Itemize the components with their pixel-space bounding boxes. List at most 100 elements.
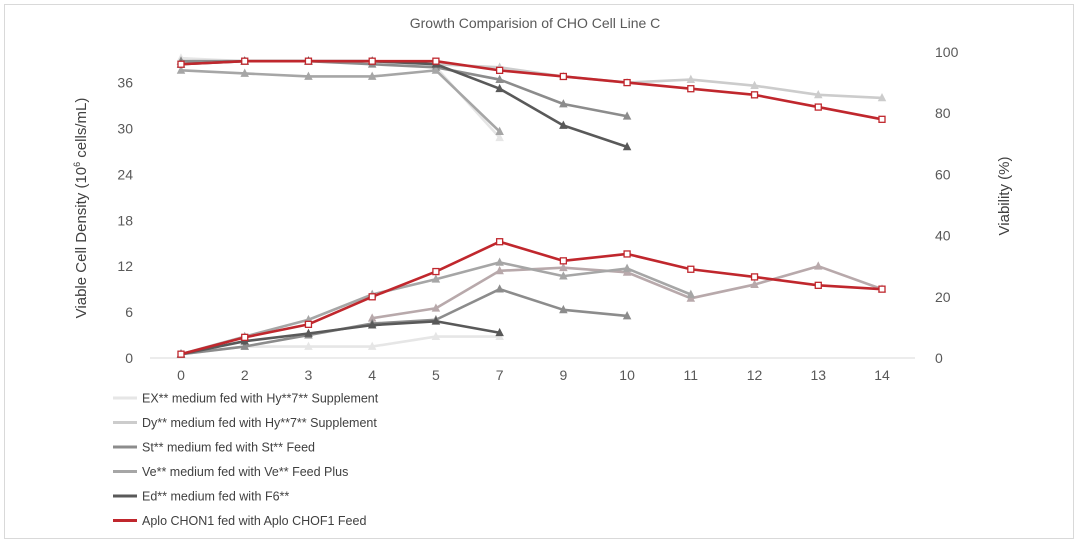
data-point — [367, 341, 377, 350]
x-tick-label: 0 — [177, 367, 185, 383]
x-tick-label: 12 — [747, 367, 763, 383]
series-vcd — [176, 284, 632, 358]
data-point — [814, 261, 823, 270]
data-point — [240, 341, 249, 350]
data-point — [431, 274, 441, 283]
data-point — [495, 132, 504, 142]
series-line — [180, 240, 883, 356]
y2-tick-label: 80 — [935, 105, 951, 121]
data-point — [368, 293, 376, 301]
y2-axis: 0 20 40 60 80 100 — [935, 44, 959, 366]
data-point — [559, 304, 568, 314]
series-line — [180, 69, 501, 133]
x-axis: 0 2 3 4 5 7 9 10 11 12 13 14 — [177, 367, 890, 383]
data-point — [559, 271, 568, 280]
series-line — [181, 59, 628, 118]
y-tick-label: 12 — [117, 258, 133, 274]
data-point — [559, 99, 568, 108]
data-point — [686, 289, 696, 298]
data-point — [622, 141, 632, 151]
data-point — [304, 57, 313, 65]
x-tick-label: 4 — [368, 367, 376, 383]
data-point — [878, 285, 886, 293]
data-point — [177, 60, 185, 68]
data-point — [304, 320, 313, 328]
data-point — [687, 265, 695, 273]
data-point — [495, 284, 504, 293]
data-point — [559, 72, 568, 81]
y-tick-label: 24 — [117, 166, 133, 182]
legend-item: Aplo CHON1 fed with Aplo CHOF1 Feed — [113, 514, 366, 528]
data-point — [686, 74, 696, 83]
data-point — [622, 311, 632, 320]
legend-item: Ve** medium fed with Ve** Feed Plus — [113, 465, 348, 479]
data-point — [431, 303, 441, 312]
series-layer — [176, 53, 887, 358]
y2-tick-label: 60 — [935, 166, 951, 182]
legend-item: EX** medium fed with Hy**7** Supplement — [113, 392, 379, 406]
data-point — [368, 57, 376, 65]
data-point — [177, 350, 185, 358]
x-tick-label: 10 — [619, 367, 635, 383]
y-tick-label: 6 — [125, 304, 133, 320]
data-point — [367, 71, 377, 80]
y2-tick-label: 40 — [935, 228, 951, 244]
series-viability — [177, 57, 886, 123]
data-point — [622, 111, 632, 120]
data-point — [750, 80, 759, 90]
data-point — [814, 89, 823, 99]
y-axis-label: Viable Cell Density (106 cells/mL) — [72, 98, 90, 319]
series-viability — [176, 56, 887, 102]
series-viability — [176, 53, 504, 142]
data-point — [241, 57, 249, 65]
data-point — [431, 316, 441, 325]
x-tick-label: 13 — [810, 367, 826, 383]
legend-item: Ed** medium fed with F6** — [113, 490, 289, 504]
data-point — [750, 273, 759, 281]
data-point — [877, 93, 887, 102]
series-vcd — [177, 238, 886, 358]
data-point — [240, 68, 249, 77]
x-tick-label: 9 — [559, 367, 567, 383]
legend-label: EX** medium fed with Hy**7** Supplement — [142, 392, 379, 406]
legend-item: St** medium fed with St** Feed — [113, 441, 315, 455]
series-line — [180, 59, 883, 121]
legend-label: Ed** medium fed with F6** — [142, 490, 289, 504]
series-viability — [176, 56, 632, 120]
data-point — [687, 85, 695, 93]
data-point — [495, 257, 504, 266]
chart-title: Growth Comparision of CHO Cell Line C — [410, 15, 661, 31]
y-axis: 0 6 12 18 24 30 36 — [117, 75, 133, 366]
x-tick-label: 7 — [496, 367, 504, 383]
data-point — [304, 328, 313, 337]
data-point — [495, 83, 504, 93]
data-point — [431, 331, 441, 340]
data-point — [495, 238, 504, 246]
data-point — [495, 74, 504, 83]
y2-tick-label: 20 — [935, 289, 951, 305]
data-point — [623, 250, 631, 258]
data-point — [814, 281, 822, 289]
data-point — [241, 333, 249, 341]
legend-label: St** medium fed with St** Feed — [142, 441, 315, 455]
data-point — [750, 279, 759, 288]
data-point — [176, 65, 186, 74]
legend-item: Dy** medium fed with Hy**7** Supplement — [113, 416, 377, 430]
data-point — [304, 341, 313, 350]
y-tick-label: 0 — [125, 350, 133, 366]
data-point — [431, 65, 441, 74]
data-point — [559, 120, 568, 129]
data-point — [559, 262, 568, 272]
legend-label: Ve** medium fed with Ve** Feed Plus — [142, 465, 348, 479]
data-point — [432, 267, 440, 276]
legend: EX** medium fed with Hy**7** Supplement D… — [113, 392, 379, 528]
series-viability — [176, 65, 504, 135]
data-point — [622, 263, 632, 272]
x-tick-label: 2 — [241, 367, 249, 383]
series-line — [180, 287, 628, 356]
data-point — [750, 91, 759, 99]
data-point — [495, 126, 504, 135]
x-tick-label: 14 — [874, 367, 890, 383]
y-tick-label: 18 — [117, 212, 133, 228]
